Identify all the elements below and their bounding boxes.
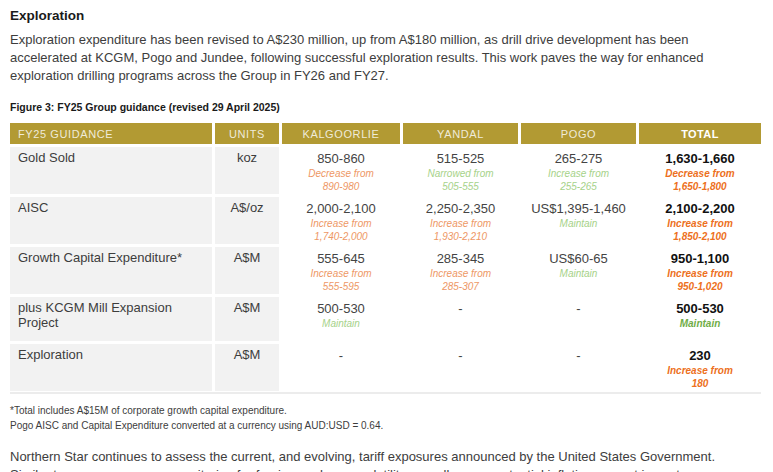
cell-change: Maintain (529, 218, 628, 231)
cell-value: - (411, 347, 510, 364)
cell-change: Decrease from 1,650-1,800 (647, 168, 753, 193)
row-unit: A$/oz (215, 197, 279, 244)
section-heading: Exploration (10, 8, 763, 23)
table-cell: - (403, 344, 518, 391)
row-label-aisc: AISC (10, 197, 212, 244)
table-cell: - (521, 344, 636, 391)
cell-change: Increase from 1,740-2,000 (290, 218, 392, 243)
table-cell: 285-345 Increase from 285-307 (403, 247, 518, 294)
table-cell-total: 1,630-1,660 Decrease from 1,650-1,800 (639, 147, 761, 194)
table-cell: US$1,395-1,460 Maintain (521, 197, 636, 244)
table-cell: 2,000-2,100 Increase from 1,740-2,000 (282, 197, 400, 244)
cell-value: 500-530 (647, 300, 753, 317)
cell-value: 2,250-2,350 (411, 200, 510, 217)
cell-value: 515-525 (411, 150, 510, 167)
table-cell: 2,250-2,350 Increase from 1,930-2,210 (403, 197, 518, 244)
cell-change: Increase from 285-307 (411, 268, 510, 293)
cell-change: Increase from 1,930-2,210 (411, 218, 510, 243)
cell-value: - (529, 347, 628, 364)
table-cell: 515-525 Narrowed from 505-555 (403, 147, 518, 194)
row-unit: A$M (215, 344, 279, 391)
cell-change: Increase from 555-595 (290, 268, 392, 293)
cell-change: Increase from 180 (647, 365, 753, 390)
table-cell: - (282, 344, 400, 391)
closing-paragraph: Northern Star continues to assess the cu… (10, 448, 750, 472)
row-label-kcgm-mill-expansion: plus KCGM Mill Expansion Project (10, 297, 212, 341)
column-header-total: TOTAL (639, 123, 761, 144)
cell-value: 950-1,100 (647, 250, 753, 267)
table-cell: 555-645 Increase from 555-595 (282, 247, 400, 294)
cell-change: Increase from 1,850-2,100 (647, 218, 753, 243)
cell-change: Increase from 255-265 (529, 168, 628, 193)
table-cell-total: 230 Increase from 180 (639, 344, 761, 391)
cell-value: - (529, 300, 628, 317)
row-label-gold-sold: Gold Sold (10, 147, 212, 194)
row-unit: A$M (215, 247, 279, 294)
table-cell-total: 2,100-2,200 Increase from 1,850-2,100 (639, 197, 761, 244)
column-header-pogo: POGO (521, 123, 636, 144)
table-cell: - (521, 297, 636, 341)
cell-value: 2,100-2,200 (647, 200, 753, 217)
cell-value: 500-530 (290, 300, 392, 317)
row-unit: koz (215, 147, 279, 194)
document-page: Exploration Exploration expenditure has … (0, 0, 773, 472)
cell-value: 1,630-1,660 (647, 150, 753, 167)
table-cell-total: 950-1,100 Increase from 950-1,020 (639, 247, 761, 294)
figure-caption: Figure 3: FY25 Group guidance (revised 2… (10, 101, 763, 113)
column-header-yandal: YANDAL (403, 123, 518, 144)
table-cell: 500-530 Maintain (282, 297, 400, 341)
cell-change: Maintain (647, 318, 753, 331)
cell-change: Maintain (290, 318, 392, 331)
cell-value: US$60-65 (529, 250, 628, 267)
row-label-exploration: Exploration (10, 344, 212, 391)
table-cell-total: 500-530 Maintain (639, 297, 761, 341)
cell-value: 230 (647, 347, 753, 364)
column-header-kalgoorlie: KALGOORLIE (282, 123, 400, 144)
footnote-pogo-fx: Pogo AISC and Capital Expenditure conver… (10, 418, 763, 433)
footnote-total: *Total includes A$15M of corporate growt… (10, 403, 763, 418)
cell-value: 555-645 (290, 250, 392, 267)
cell-value: US$1,395-1,460 (529, 200, 628, 217)
table-cell: 265-275 Increase from 255-265 (521, 147, 636, 194)
cell-change: Maintain (529, 268, 628, 281)
row-label-growth-capex: Growth Capital Expenditure* (10, 247, 212, 294)
cell-value: 850-860 (290, 150, 392, 167)
cell-change: Decrease from 890-980 (290, 168, 392, 193)
cell-value: - (290, 347, 392, 364)
cell-value: 2,000-2,100 (290, 200, 392, 217)
table-footnotes: *Total includes A$15M of corporate growt… (10, 403, 763, 433)
column-header-fy25-guidance: FY25 GUIDANCE (10, 123, 212, 144)
row-unit: A$M (215, 297, 279, 341)
column-header-units: UNITS (215, 123, 279, 144)
table-cell: 850-860 Decrease from 890-980 (282, 147, 400, 194)
cell-change: Narrowed from 505-555 (411, 168, 510, 193)
intro-paragraph: Exploration expenditure has been revised… (10, 31, 716, 85)
cell-value: 265-275 (529, 150, 628, 167)
cell-change: Increase from 950-1,020 (647, 268, 753, 293)
cell-value: 285-345 (411, 250, 510, 267)
table-cell: US$60-65 Maintain (521, 247, 636, 294)
cell-value: - (411, 300, 510, 317)
guidance-table: FY25 GUIDANCE UNITS KALGOORLIE YANDAL PO… (10, 123, 761, 394)
table-cell: - (403, 297, 518, 341)
